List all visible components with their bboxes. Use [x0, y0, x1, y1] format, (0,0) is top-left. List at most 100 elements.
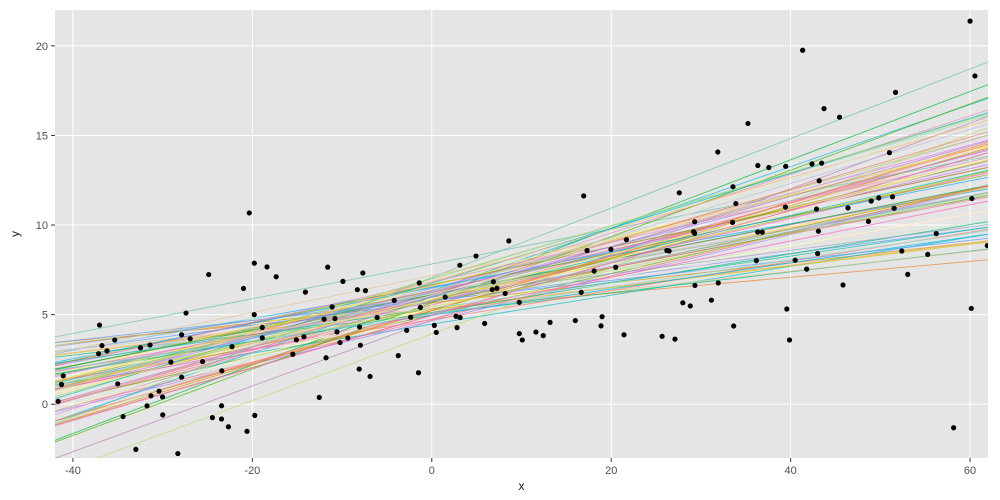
- data-point: [517, 331, 522, 336]
- data-point: [99, 343, 104, 348]
- data-point: [175, 451, 180, 456]
- data-point: [541, 333, 546, 338]
- data-point: [660, 334, 665, 339]
- data-point: [733, 201, 738, 206]
- data-point: [730, 220, 735, 225]
- data-point: [600, 314, 605, 319]
- data-point: [893, 90, 898, 95]
- data-point: [144, 403, 149, 408]
- data-point: [133, 447, 138, 452]
- data-point: [367, 374, 372, 379]
- data-point: [418, 305, 423, 310]
- data-point: [241, 286, 246, 291]
- data-point: [925, 252, 930, 257]
- data-point: [303, 290, 308, 295]
- data-point: [715, 149, 720, 154]
- data-point: [490, 287, 495, 292]
- data-point: [432, 323, 437, 328]
- data-point: [160, 412, 165, 417]
- data-point: [547, 320, 552, 325]
- data-point: [360, 270, 365, 275]
- data-point: [473, 253, 478, 258]
- data-point: [905, 272, 910, 277]
- data-point: [755, 163, 760, 168]
- data-point: [168, 360, 173, 365]
- data-point: [837, 115, 842, 120]
- data-point: [667, 248, 672, 253]
- data-point: [680, 300, 685, 305]
- data-point: [332, 316, 337, 321]
- data-point: [112, 337, 117, 342]
- data-point: [357, 324, 362, 329]
- data-point: [787, 337, 792, 342]
- data-point: [691, 229, 696, 234]
- data-point: [340, 279, 345, 284]
- data-point: [598, 323, 603, 328]
- data-point: [323, 355, 328, 360]
- data-point: [972, 73, 977, 78]
- data-point: [608, 247, 613, 252]
- data-point: [819, 161, 824, 166]
- data-point: [816, 229, 821, 234]
- data-point: [115, 381, 120, 386]
- data-point: [408, 315, 413, 320]
- x-tick-label: 20: [605, 465, 617, 477]
- data-point: [584, 248, 589, 253]
- data-point: [760, 230, 765, 235]
- data-point: [624, 237, 629, 242]
- data-point: [899, 248, 904, 253]
- data-point: [457, 263, 462, 268]
- data-point: [138, 345, 143, 350]
- data-point: [252, 261, 257, 266]
- data-point: [392, 298, 397, 303]
- data-point: [503, 291, 508, 296]
- data-point: [244, 429, 249, 434]
- data-point: [355, 287, 360, 292]
- data-point: [783, 164, 788, 169]
- data-point: [200, 359, 205, 364]
- data-point: [969, 196, 974, 201]
- data-point: [506, 238, 511, 243]
- data-point: [766, 165, 771, 170]
- data-point: [345, 335, 350, 340]
- data-point: [817, 178, 822, 183]
- data-point: [56, 399, 61, 404]
- data-point: [121, 414, 126, 419]
- data-point: [688, 303, 693, 308]
- data-point: [621, 332, 626, 337]
- data-point: [892, 206, 897, 211]
- data-point: [179, 332, 184, 337]
- data-point: [148, 393, 153, 398]
- data-point: [804, 267, 809, 272]
- data-point: [229, 344, 234, 349]
- data-point: [417, 280, 422, 285]
- data-point: [317, 395, 322, 400]
- data-point: [754, 258, 759, 263]
- data-point: [274, 274, 279, 279]
- data-point: [301, 334, 306, 339]
- data-point: [716, 280, 721, 285]
- data-point: [358, 343, 363, 348]
- data-point: [260, 325, 265, 330]
- data-point: [322, 317, 327, 322]
- data-point: [219, 403, 224, 408]
- data-point: [745, 121, 750, 126]
- data-point: [330, 304, 335, 309]
- data-point: [969, 306, 974, 311]
- data-point: [985, 243, 990, 248]
- y-tick-label: 5: [42, 310, 48, 322]
- data-point: [845, 205, 850, 210]
- y-tick-label: 20: [36, 41, 48, 53]
- y-tick-label: 15: [36, 130, 48, 142]
- data-point: [815, 251, 820, 256]
- data-point: [692, 283, 697, 288]
- data-point: [809, 161, 814, 166]
- data-point: [290, 352, 295, 357]
- y-tick-label: 0: [42, 399, 48, 411]
- data-point: [482, 321, 487, 326]
- chart-svg: -40-20020406005101520xy: [0, 0, 1000, 500]
- data-point: [219, 368, 224, 373]
- data-point: [337, 340, 342, 345]
- data-point: [533, 329, 538, 334]
- chart-container: -40-20020406005101520xy: [0, 0, 1000, 500]
